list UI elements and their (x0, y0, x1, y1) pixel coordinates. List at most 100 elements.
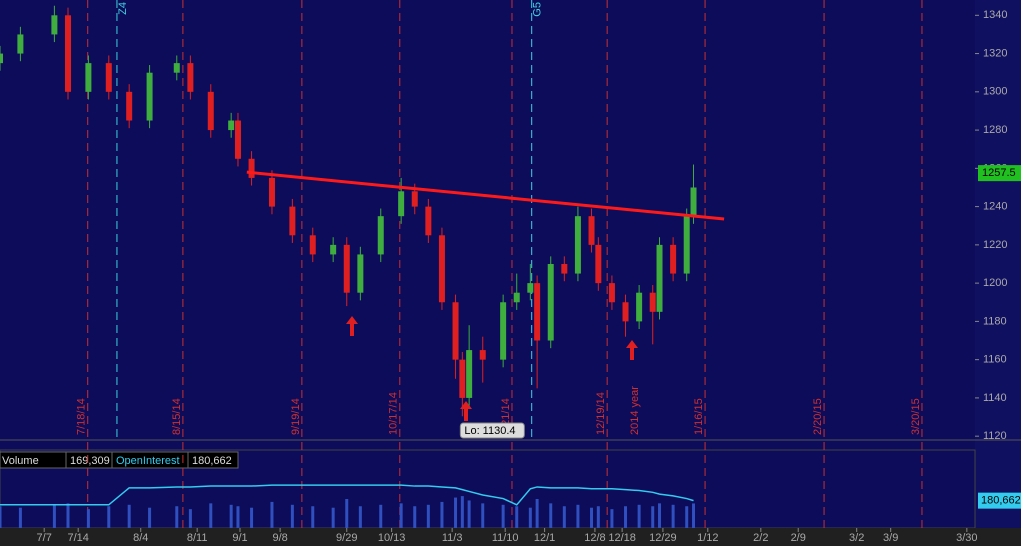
candle-body (459, 359, 466, 398)
candle-body (309, 235, 316, 255)
candle-body (17, 34, 24, 54)
volume-header: Volume 169,309 OpenInterest 180,662 (0, 451, 239, 469)
candle-body (452, 302, 459, 360)
y-tick-label: 1120 (983, 430, 1007, 442)
candle-body (0, 53, 3, 64)
x-tick-label: 12/29 (649, 532, 677, 544)
candle-body (207, 91, 214, 131)
event-label: 8/15/14 (171, 398, 183, 435)
candle-body (438, 235, 445, 303)
y-tick-label: 1300 (983, 86, 1007, 98)
arrows (346, 316, 638, 421)
y-tick-label: 1340 (983, 9, 1007, 21)
oi-box (978, 492, 1021, 509)
candle-body (561, 264, 568, 274)
x-tick-label: 7/14 (67, 532, 88, 544)
candle-body (289, 206, 296, 236)
oi-value: 180,662 (192, 455, 232, 467)
x-tick-label: 9/29 (336, 532, 357, 544)
x-tick-label: 10/13 (378, 532, 406, 544)
axis-background (975, 0, 1021, 546)
candle-body (479, 350, 486, 360)
candle-body (500, 302, 507, 360)
lo-box (459, 422, 525, 439)
volume-value: 169,309 (70, 455, 110, 467)
trendline (246, 170, 725, 221)
arrow (346, 316, 358, 336)
candle-body (330, 244, 337, 255)
y-tick-label: 1240 (983, 201, 1007, 213)
y-tick-label: 1220 (983, 239, 1007, 251)
arrow (460, 401, 472, 421)
year-label: 2014 year (629, 386, 641, 435)
candle-body (588, 216, 595, 245)
candle-body (248, 158, 255, 178)
candle-body (377, 216, 384, 255)
y-tick-label: 1180 (983, 315, 1007, 327)
event-label: 12/19/14 (595, 392, 607, 435)
candle-body (690, 187, 697, 217)
candle-body (574, 216, 581, 274)
candle-body (105, 63, 112, 92)
y-tick-label: 1200 (983, 277, 1007, 289)
x-tick-label: 3/30 (956, 532, 977, 544)
x-tick-label: 7/7 (37, 532, 52, 544)
event-label: 1/16/15 (693, 398, 705, 435)
x-tick-label: 12/8 (584, 532, 605, 544)
candle-body (343, 244, 350, 293)
event-label: 7/18/14 (76, 398, 88, 435)
candle-body (228, 120, 235, 131)
candle-body (268, 177, 275, 207)
x-tick-label: 8/4 (133, 532, 148, 544)
last-price-label: 1257.5 (982, 167, 1016, 179)
expiration-label: G5 (532, 2, 544, 17)
lo-label: Lo: 1130.4 (464, 425, 515, 437)
candle-body (608, 283, 615, 303)
candle-body (51, 15, 58, 35)
candle-body (595, 244, 602, 284)
candle-body (425, 206, 432, 236)
candle-body (173, 63, 180, 73)
last-price-box (978, 165, 1021, 182)
candle-body (547, 264, 554, 341)
candle-body (126, 91, 133, 121)
candle-body (622, 302, 629, 322)
event-label: 10/17/14 (388, 392, 400, 435)
x-tick-label: 9/1 (232, 532, 247, 544)
candle-body (64, 15, 71, 92)
candle-body (466, 350, 473, 398)
y-tick-label: 1160 (983, 354, 1007, 366)
candle-body (683, 216, 690, 274)
candle-body (398, 191, 405, 217)
event-label: 3/20/15 (910, 398, 922, 435)
candle-body (636, 292, 643, 322)
x-tick-label: 2/9 (791, 532, 806, 544)
x-tick-label: 1/12 (697, 532, 718, 544)
y-tick-label: 1280 (983, 124, 1007, 136)
open-interest-line (0, 484, 694, 506)
x-tick-label: 9/8 (272, 532, 287, 544)
x-tick-label: 8/11 (187, 532, 208, 544)
x-tick-label: 2/2 (753, 532, 768, 544)
x-tick-label: 12/18 (608, 532, 636, 544)
candle-body (670, 244, 677, 274)
oi-axis-label: 180,662 (981, 495, 1021, 507)
y-tick-label: 1140 (983, 392, 1007, 404)
oi-title: OpenInterest (116, 455, 180, 467)
volume-title: Volume (2, 455, 39, 467)
candle-body (146, 72, 153, 121)
candle-body (187, 63, 194, 92)
candle-body (656, 244, 663, 312)
x-tick-label: 3/2 (849, 532, 864, 544)
candle-body (534, 283, 541, 341)
candle-body (357, 254, 364, 293)
candle-body (411, 191, 418, 207)
x-tick-label: 12/1 (534, 532, 555, 544)
x-axis-strip (0, 528, 1021, 546)
expiration-label: Z4 (117, 2, 129, 15)
candle-body (513, 292, 520, 303)
arrow (626, 340, 638, 360)
candle-body (649, 292, 656, 312)
candle-body (234, 120, 241, 159)
